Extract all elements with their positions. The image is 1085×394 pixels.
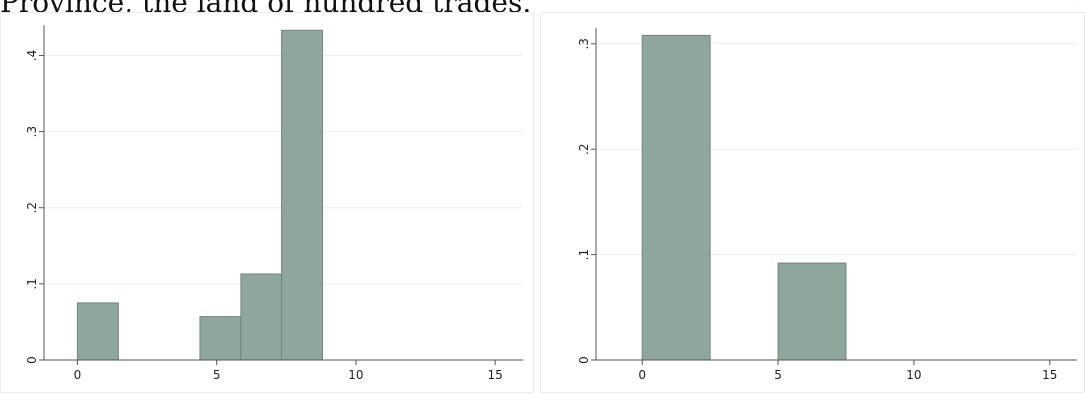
y-tick-label: .3 xyxy=(577,38,591,49)
histogram-bar xyxy=(199,316,242,361)
y-tick-label: 0 xyxy=(25,356,39,364)
histogram-panel-right: 0 .1 .2 .3 0 5 10 15 xyxy=(540,12,1085,393)
x-tick-label: 5 xyxy=(213,368,221,382)
y-tick-label: .1 xyxy=(25,278,39,289)
x-tick-label: 0 xyxy=(638,368,646,382)
histogram-bar xyxy=(641,34,711,361)
x-tick-label: 15 xyxy=(488,368,503,382)
y-tick-label: .3 xyxy=(25,126,39,137)
y-tick-label: .2 xyxy=(25,202,39,213)
x-tick-label: 15 xyxy=(1042,368,1057,382)
histogram-bar xyxy=(76,302,119,361)
histogram-bar xyxy=(777,262,847,361)
histogram-right: 0 .1 .2 .3 0 5 10 15 xyxy=(577,28,1077,382)
x-tick-label: 10 xyxy=(348,368,363,382)
histogram-bar xyxy=(240,273,283,361)
x-tick-label: 0 xyxy=(74,368,82,382)
y-tick-label: .2 xyxy=(577,143,591,154)
histogram-left: 0 .1 .2 .3 .4 0 5 10 15 xyxy=(25,25,523,382)
x-tick-label: 10 xyxy=(906,368,921,382)
histogram-bar xyxy=(281,29,323,361)
x-tick-label: 5 xyxy=(774,368,782,382)
y-tick-label: 0 xyxy=(577,356,591,364)
histogram-panel-left: 0 .1 .2 .3 .4 0 5 10 15 xyxy=(0,12,534,393)
y-tick-label: .4 xyxy=(25,50,39,61)
y-tick-label: .1 xyxy=(577,249,591,260)
